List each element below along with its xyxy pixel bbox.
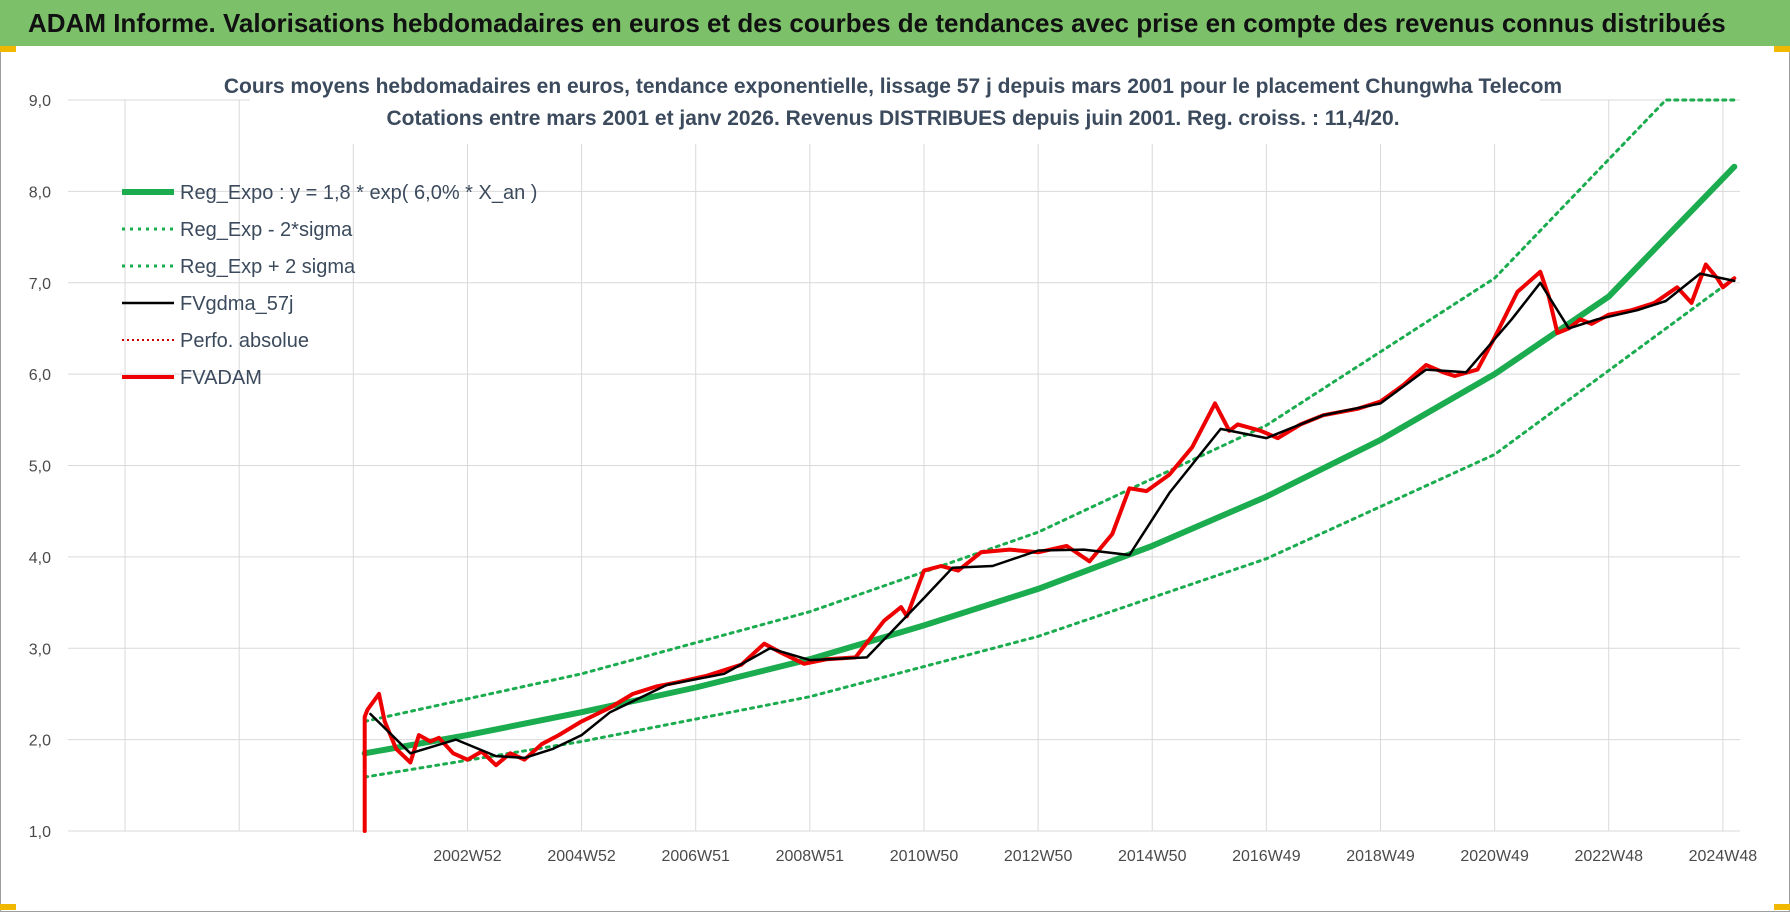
corner-marker-bottom-left: [0, 904, 16, 910]
banner: ADAM Informe. Valorisations hebdomadaire…: [0, 0, 1790, 46]
legend-label: Reg_Exp - 2*sigma: [180, 219, 353, 241]
legend-label: FVADAM: [180, 367, 262, 389]
legend-label: Perfo. absolue: [180, 330, 309, 352]
tick-labels: 1,0 2,0 3,0 4,0 5,0 6,0 7,0 8,0 9,0 2002W52 2004W5…: [29, 93, 1757, 865]
regression-line: [361, 163, 1738, 757]
fvadam-line: [362, 262, 1737, 833]
legend-label: Reg_Exp + 2 sigma: [180, 256, 356, 278]
x-tick-label: 2004W52: [547, 848, 616, 865]
x-tick-label: 2010W50: [890, 848, 959, 865]
corner-marker-top-left: [0, 46, 16, 52]
y-tick-label: 4,0: [29, 550, 51, 567]
x-tick-label: 2008W51: [776, 848, 845, 865]
x-tick-label: 2002W52: [433, 848, 502, 865]
corner-marker-top-right: [1774, 46, 1790, 52]
x-tick-label: 2018W49: [1346, 848, 1415, 865]
legend-label: FVgdma_57j: [180, 293, 293, 315]
moving-average-line: [369, 272, 1736, 760]
x-tick-label: 2024W48: [1689, 848, 1758, 865]
x-tick-label: 2014W50: [1118, 848, 1187, 865]
grid: [68, 99, 1740, 832]
y-tick-label: 3,0: [29, 641, 51, 658]
chart-subtitle: Cotations entre mars 2001 et janv 2026. …: [386, 107, 1399, 130]
y-tick-label: 7,0: [29, 276, 51, 293]
y-tick-label: 6,0: [29, 367, 51, 384]
regression-lower-band: [363, 276, 1736, 779]
legend: Reg_Expo : y = 1,8 * exp( 6,0% * X_an ) R…: [122, 182, 537, 389]
x-tick-label: 2016W49: [1232, 848, 1301, 865]
y-tick-label: 9,0: [29, 93, 51, 110]
banner-title: ADAM Informe. Valorisations hebdomadaire…: [28, 8, 1726, 38]
legend-label: Reg_Expo : y = 1,8 * exp( 6,0% * X_an ): [180, 182, 537, 204]
x-tick-label: 2020W49: [1460, 848, 1529, 865]
y-tick-label: 1,0: [29, 824, 51, 841]
x-tick-label: 2022W48: [1575, 848, 1644, 865]
series-layer: [361, 98, 1738, 833]
title-background: [250, 70, 1540, 144]
y-tick-label: 8,0: [29, 184, 51, 201]
regression-upper-band: [363, 98, 1736, 723]
chart-title: Cours moyens hebdomadaires en euros, ten…: [224, 75, 1562, 98]
y-tick-label: 5,0: [29, 459, 51, 476]
x-tick-label: 2006W51: [661, 848, 730, 865]
corner-marker-bottom-right: [1774, 904, 1790, 910]
x-tick-label: 2012W50: [1004, 848, 1073, 865]
y-tick-label: 2,0: [29, 733, 51, 750]
